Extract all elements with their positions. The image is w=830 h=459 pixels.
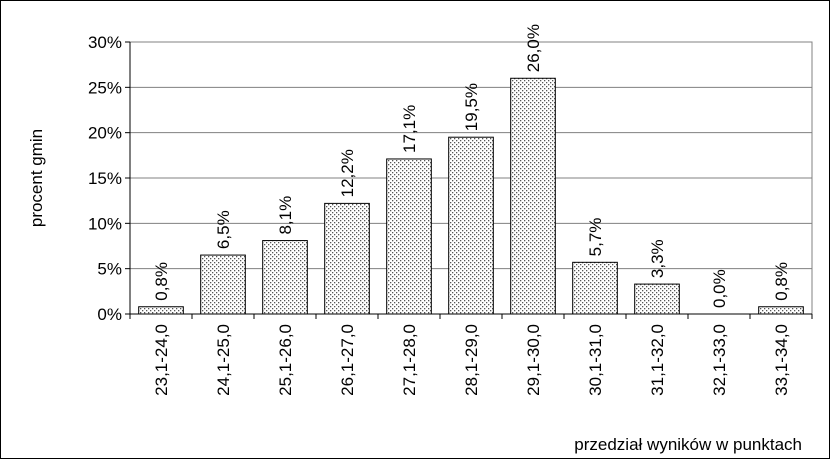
data-label: 12,2% — [338, 149, 357, 197]
bar — [510, 77, 556, 315]
bar — [200, 254, 246, 315]
data-label: 17,1% — [400, 105, 419, 153]
x-tick-label: 31,1-32,0 — [648, 324, 667, 396]
y-tick-label: 5% — [97, 260, 122, 279]
data-label: 3,3% — [648, 239, 667, 278]
bar — [758, 306, 804, 315]
x-tick-label: 26,1-27,0 — [338, 324, 357, 396]
y-axis-title: procent gmin — [27, 129, 46, 227]
data-label: 26,0% — [524, 24, 543, 72]
x-tick-label: 30,1-31,0 — [586, 324, 605, 396]
x-tick-label: 27,1-28,0 — [400, 324, 419, 396]
bars — [138, 77, 804, 315]
x-axis: 23,1-24,0 24,1-25,0 25,1-26,0 26,1-27,0 27,1… — [129, 313, 813, 396]
data-label: 19,5% — [462, 83, 481, 131]
bar — [572, 261, 618, 315]
data-label: 8,1% — [276, 196, 295, 235]
bar — [262, 240, 308, 315]
data-labels: 0,8% 6,5% 8,1% 12,2% 17,1% 19,5% 26,0% 5,7% 3,3%… — [152, 24, 791, 308]
x-tick-label: 32,1-33,0 — [710, 324, 729, 396]
x-tick-label: 25,1-26,0 — [276, 324, 295, 396]
data-label: 5,7% — [586, 218, 605, 257]
y-axis: 0% 5% 10% 15% 20% 25% 30% — [88, 33, 131, 324]
y-tick-label: 25% — [88, 78, 122, 97]
x-tick-label: 33,1-34,0 — [772, 324, 791, 396]
data-label: 6,5% — [214, 210, 233, 249]
y-tick-label: 0% — [97, 305, 122, 324]
x-axis-title: przedział wyników w punktach — [574, 435, 802, 454]
bar — [448, 136, 494, 315]
y-tick-label: 20% — [88, 124, 122, 143]
x-tick-label: 24,1-25,0 — [214, 324, 233, 396]
bar — [386, 158, 432, 315]
bar — [138, 306, 184, 315]
bar — [324, 202, 370, 315]
x-tick-label: 23,1-24,0 — [152, 324, 171, 396]
y-tick-label: 15% — [88, 169, 122, 188]
y-tick-label: 10% — [88, 214, 122, 233]
x-tick-label: 29,1-30,0 — [524, 324, 543, 396]
data-label: 0,8% — [772, 262, 791, 301]
x-tick-label: 28,1-29,0 — [462, 324, 481, 396]
y-tick-label: 30% — [88, 33, 122, 52]
data-label: 0,8% — [152, 262, 171, 301]
data-label: 0,0% — [710, 269, 729, 308]
bar — [634, 283, 680, 315]
